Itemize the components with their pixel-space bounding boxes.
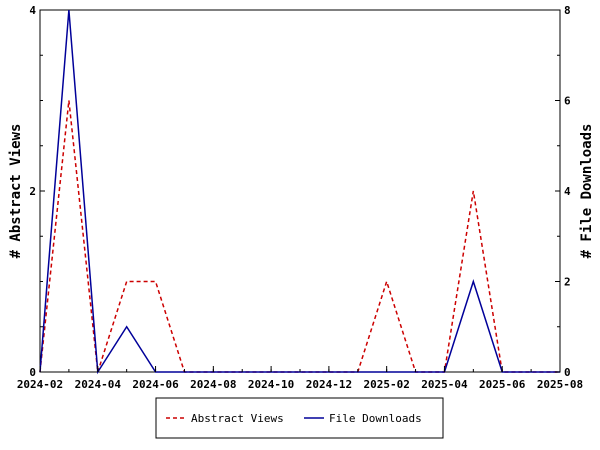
y-axis-right: 0 2 4 6 8 (555, 4, 571, 379)
plot-frame (39, 9, 561, 373)
legend-label-abstract-views: Abstract Views (191, 412, 284, 425)
series-line-abstract-views (39, 100, 560, 373)
x-tick-label: 2025-06 (479, 378, 526, 391)
y-right-tick-label: 4 (564, 185, 571, 198)
y-left-tick-label: 2 (29, 185, 36, 198)
y-right-tick-label: 0 (564, 366, 571, 379)
x-tick-label: 2024-12 (306, 378, 352, 391)
series-line-file-downloads (39, 9, 560, 375)
y-right-tick-label: 2 (564, 276, 571, 289)
y-axis-right-title: # File Downloads (579, 124, 595, 259)
y-right-tick-label: 8 (564, 4, 571, 17)
y-left-tick-label: 0 (29, 366, 36, 379)
plot-area (39, 9, 561, 375)
legend-box (155, 397, 444, 439)
x-tick-label: 2024-04 (75, 378, 122, 391)
x-tick-label: 2025-02 (363, 378, 409, 391)
x-tick-label: 2024-10 (248, 378, 294, 391)
x-tick-label: 2025-04 (421, 378, 468, 391)
legend: Abstract Views File Downloads (155, 397, 444, 439)
legend-label-file-downloads: File Downloads (329, 412, 422, 425)
x-tick-label: 2025-08 (537, 378, 583, 391)
x-axis: 2024-02 2024-04 2024-06 2024-08 2024-10 2024-… (17, 366, 583, 391)
y-right-tick-label: 6 (564, 95, 571, 108)
y-axis-left: 0 2 4 (29, 4, 45, 379)
x-tick-label: 2024-06 (132, 378, 179, 391)
y-axis-left-title: # Abstract Views (8, 124, 24, 259)
x-tick-label: 2024-02 (17, 378, 63, 391)
y-left-tick-label: 4 (29, 4, 36, 17)
x-tick-label: 2024-08 (190, 378, 236, 391)
